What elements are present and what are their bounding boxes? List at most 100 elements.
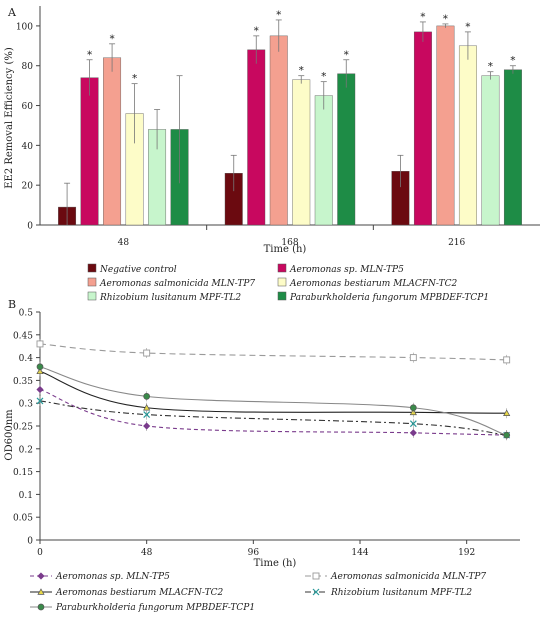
panel-a-label: A (7, 6, 17, 19)
point (503, 409, 511, 416)
panel-b-y-tick-label: 0.1 (19, 491, 33, 501)
point (503, 431, 511, 439)
point (409, 420, 417, 428)
bar (103, 57, 122, 226)
point (143, 393, 151, 400)
bar (337, 73, 356, 226)
panel-b-y-tick-label: 0.05 (13, 514, 33, 524)
point-stroke (36, 397, 44, 405)
panel-b-y-axis-title: OD600nm (4, 409, 15, 461)
legend-swatch (277, 291, 287, 301)
bar (413, 31, 432, 226)
legend-label: Aeromonas salmonicida MLN-TP7 (99, 279, 255, 289)
panel-a-y-tick-label: 0 (27, 222, 33, 232)
series-line (39, 343, 507, 361)
panel-a-legend: Negative control Aeromonas sp. MLN-TP5 Aer… (87, 263, 489, 303)
significance-marker: * (344, 50, 349, 61)
significance-marker: * (488, 62, 493, 73)
bar (247, 49, 266, 226)
bar (458, 45, 477, 226)
significance-marker: * (420, 12, 425, 23)
legend-swatch (277, 277, 287, 287)
panel-a-y-tick-label: 60 (22, 102, 34, 112)
legend-swatch (87, 291, 97, 301)
point (37, 572, 45, 580)
panel-a-x-axis-title: Time (h) (264, 244, 307, 255)
panel-b-y-tick-label: 0.4 (19, 354, 34, 364)
panel-b-label: B (8, 298, 16, 311)
point (143, 422, 151, 430)
panel-a-plot: 0 20 40 60 80 100 48 * * * 168 * * * * * 216 * * * * * (16, 6, 540, 248)
panel-b-x-tick-label: 96 (248, 548, 260, 558)
panel-b-y-tick-label: 0 (27, 537, 33, 547)
point (36, 340, 44, 348)
legend-label: Aeromonas sp. MLN-TP5 (289, 265, 404, 275)
panel-b-x-axis-title: Time (h) (254, 558, 297, 569)
point (37, 603, 45, 611)
significance-marker: * (443, 14, 448, 25)
panel-a-y-axis-title: EE2 Removal Efficiency (%) (4, 47, 15, 189)
panel-b-x-tick-label: 144 (351, 548, 368, 558)
panel-b: B OD600nm Time (h) 0 0.05 0.1 0.15 0.2 0.25 0.… (4, 298, 520, 569)
panel-b-y-tick-label: 0.35 (13, 377, 33, 387)
point (36, 385, 44, 394)
panel-b-x-tick-label: 48 (141, 548, 153, 558)
panel-b-y-tick-label: 0.5 (19, 309, 34, 319)
panel-a: A EE2 Removal Efficiency (%) Time (h) 0 2… (4, 6, 540, 255)
significance-marker: * (465, 22, 470, 33)
bar (314, 95, 333, 226)
panel-a-x-tick-label: 48 (118, 238, 130, 248)
significance-marker: * (321, 72, 326, 83)
point (143, 349, 151, 357)
legend-label: Paraburkholderia fungorum MPBDEF-TCP1 (289, 293, 489, 303)
point-stroke (143, 411, 151, 419)
point-stroke (409, 420, 417, 428)
panel-b-y-tick-label: 0.15 (13, 468, 33, 478)
point (36, 397, 44, 405)
legend-swatch (87, 277, 97, 287)
legend-swatch (277, 263, 287, 273)
panel-a-y-tick-label: 20 (22, 182, 34, 192)
point (409, 354, 417, 362)
bar (503, 69, 522, 226)
point (312, 588, 320, 596)
significance-marker: * (110, 34, 115, 45)
series-line (39, 388, 507, 436)
panel-a-y-tick-label: 40 (22, 142, 34, 152)
panel-b-y-tick-label: 0.3 (19, 400, 34, 410)
significance-marker: * (299, 66, 304, 77)
legend-swatch (87, 263, 97, 273)
significance-marker: * (276, 10, 281, 21)
bar (80, 77, 99, 226)
significance-marker: * (87, 50, 92, 61)
legend-label: Aeromonas sp. MLN-TP5 (55, 572, 170, 582)
bar (269, 35, 288, 226)
panel-b-x-tick-label: 192 (458, 548, 475, 558)
series-line (39, 370, 507, 414)
legend-label: Negative control (99, 265, 177, 275)
legend-label: Aeromonas salmonicida MLN-TP7 (330, 572, 486, 582)
panel-a-x-tick-label: 216 (448, 238, 465, 248)
panel-b-y-tick-label: 0.45 (13, 331, 33, 341)
significance-marker: * (510, 56, 515, 67)
panel-a-y-tick-label: 80 (22, 62, 34, 72)
point (312, 572, 320, 580)
panel-b-legend: Aeromonas sp. MLN-TP5 Aeromonas salmonici… (30, 572, 486, 613)
point (143, 411, 151, 419)
panel-a-x-tick-label: 168 (281, 238, 298, 248)
panel-b-x-tick-label: 0 (37, 548, 43, 558)
panel-b-y-tick-label: 0.2 (19, 445, 33, 455)
panel-b-plot: 0 0.05 0.1 0.15 0.2 0.25 0.3 0.35 0.4 0.45 0.5 0 48 9… (13, 309, 520, 558)
legend-label: Rhizobium lusitanum MPF-TL2 (99, 293, 241, 303)
series-line (39, 400, 507, 436)
legend-label: Paraburkholderia fungorum MPBDEF-TCP1 (55, 603, 255, 613)
point (409, 404, 417, 412)
bar (436, 25, 455, 226)
legend-label: Aeromonas bestiarum MLACFN-TC2 (55, 588, 224, 598)
point (503, 356, 511, 364)
panel-a-y-tick-label: 100 (16, 22, 33, 32)
significance-marker: * (254, 26, 259, 37)
legend-label: Rhizobium lusitanum MPF-TL2 (330, 588, 472, 598)
series-line (39, 366, 507, 436)
